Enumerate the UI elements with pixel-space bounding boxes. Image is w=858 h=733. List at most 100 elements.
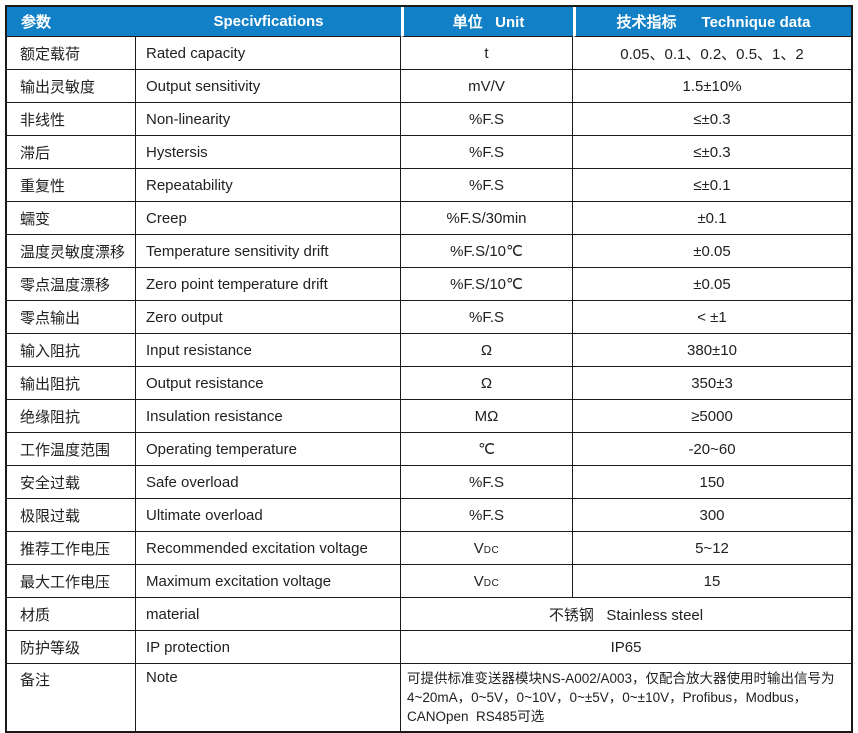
unit-cell: %F.S <box>401 103 573 136</box>
table-row: 滞后 Hystersis %F.S ≤±0.3 <box>7 136 851 169</box>
unit-cell: MΩ <box>401 400 573 433</box>
value-cell: IP65 <box>401 631 851 664</box>
note-line: CANOpen RS485可选 <box>407 709 545 724</box>
param-cell: 材质 <box>7 598 136 631</box>
header-technique-data: 技术指标 Technique data <box>573 7 851 37</box>
param-cell: 输出灵敏度 <box>7 70 136 103</box>
spec-table-header: 参数 Specivfications 单位 Unit 技术指标 Techniqu… <box>7 7 851 37</box>
unit-cell: %F.S <box>401 169 573 202</box>
unit-cell: t <box>401 37 573 70</box>
unit-subscript: DC <box>483 544 500 556</box>
param-cell: 安全过载 <box>7 466 136 499</box>
table-row: 输入阻抗 Input resistance Ω 380±10 <box>7 334 851 367</box>
table-row: 工作温度范围 Operating temperature ℃ -20~60 <box>7 433 851 466</box>
header-unit: 单位 Unit <box>401 7 573 37</box>
spec-cell: Ultimate overload <box>136 499 401 532</box>
value-cell: 150 <box>573 466 851 499</box>
unit-cell: %F.S/10℃ <box>401 235 573 268</box>
param-cell: 蠕变 <box>7 202 136 235</box>
value-cell: 0.05、0.1、0.2、0.5、1、2 <box>573 37 851 70</box>
unit-cell: %F.S/30min <box>401 202 573 235</box>
spec-cell: Zero point temperature drift <box>136 268 401 301</box>
spec-cell: Maximum excitation voltage <box>136 565 401 598</box>
param-cell: 防护等级 <box>7 631 136 664</box>
spec-table-body: 额定载荷 Rated capacity t 0.05、0.1、0.2、0.5、1、2 输… <box>7 37 851 731</box>
param-cell: 极限过载 <box>7 499 136 532</box>
param-cell: 温度灵敏度漂移 <box>7 235 136 268</box>
note-line: 4~20mA，0~5V，0~10V，0~±5V，0~±10V，Profibus，… <box>407 690 808 705</box>
param-cell: 推荐工作电压 <box>7 532 136 565</box>
spec-cell: Output resistance <box>136 367 401 400</box>
table-row: 重复性 Repeatability %F.S ≤±0.1 <box>7 169 851 202</box>
unit-cell: Ω <box>401 334 573 367</box>
unit-cell: mV/V <box>401 70 573 103</box>
spec-cell: Temperature sensitivity drift <box>136 235 401 268</box>
spec-cell: Operating temperature <box>136 433 401 466</box>
param-cell: 输入阻抗 <box>7 334 136 367</box>
param-cell: 绝缘阻抗 <box>7 400 136 433</box>
spec-cell: Safe overload <box>136 466 401 499</box>
table-row: 最大工作电压 Maximum excitation voltage VDC 15 <box>7 565 851 598</box>
spec-cell: Non-linearity <box>136 103 401 136</box>
param-cell: 重复性 <box>7 169 136 202</box>
param-cell: 零点输出 <box>7 301 136 334</box>
param-cell: 工作温度范围 <box>7 433 136 466</box>
table-row: 非线性 Non-linearity %F.S ≤±0.3 <box>7 103 851 136</box>
param-cell: 备注 <box>7 664 136 731</box>
value-cell: 350±3 <box>573 367 851 400</box>
unit-cell: %F.S <box>401 301 573 334</box>
table-row: 输出阻抗 Output resistance Ω 350±3 <box>7 367 851 400</box>
header-param: 参数 <box>7 7 136 37</box>
spec-cell: Note <box>136 664 401 731</box>
unit-cell: %F.S/10℃ <box>401 268 573 301</box>
value-cell: 15 <box>573 565 851 598</box>
value-cell: 5~12 <box>573 532 851 565</box>
header-specifications: Specivfications <box>136 7 401 37</box>
unit-cell: %F.S <box>401 466 573 499</box>
table-row: 零点输出 Zero output %F.S < ±1 <box>7 301 851 334</box>
table-row: 推荐工作电压 Recommended excitation voltage VDC 5… <box>7 532 851 565</box>
unit-cell: %F.S <box>401 499 573 532</box>
spec-cell: Creep <box>136 202 401 235</box>
param-cell: 零点温度漂移 <box>7 268 136 301</box>
spec-cell: material <box>136 598 401 631</box>
table-row: 防护等级 IP protection IP65 <box>7 631 851 664</box>
param-cell: 输出阻抗 <box>7 367 136 400</box>
param-cell: 非线性 <box>7 103 136 136</box>
table-row: 安全过载 Safe overload %F.S 150 <box>7 466 851 499</box>
value-cell: ±0.05 <box>573 268 851 301</box>
value-cell: -20~60 <box>573 433 851 466</box>
table-row: 蠕变 Creep %F.S/30min ±0.1 <box>7 202 851 235</box>
unit-cell: Ω <box>401 367 573 400</box>
spec-sheet-page: 参数 Specivfications 单位 Unit 技术指标 Techniqu… <box>5 5 853 733</box>
table-row: 材质 material 不锈钢 Stainless steel <box>7 598 851 631</box>
spec-cell: Output sensitivity <box>136 70 401 103</box>
table-row: 绝缘阻抗 Insulation resistance MΩ ≥5000 <box>7 400 851 433</box>
table-row: 温度灵敏度漂移 Temperature sensitivity drift %F.S… <box>7 235 851 268</box>
value-cell: ≤±0.1 <box>573 169 851 202</box>
unit-cell: %F.S <box>401 136 573 169</box>
spec-cell: Rated capacity <box>136 37 401 70</box>
spec-cell: IP protection <box>136 631 401 664</box>
value-cell: ≤±0.3 <box>573 103 851 136</box>
value-cell: 1.5±10% <box>573 70 851 103</box>
unit-cell: ℃ <box>401 433 573 466</box>
value-cell: ≥5000 <box>573 400 851 433</box>
note-cell: 可提供标准变送器模块NS-A002/A003，仅配合放大器使用时输出信号为 4~2… <box>401 664 851 731</box>
param-cell: 额定载荷 <box>7 37 136 70</box>
value-cell: 不锈钢 Stainless steel <box>401 598 851 631</box>
param-cell: 滞后 <box>7 136 136 169</box>
note-line: 可提供标准变送器模块NS-A002/A003，仅配合放大器使用时输出信号为 <box>407 671 835 686</box>
unit-subscript: DC <box>483 577 500 589</box>
value-cell: 380±10 <box>573 334 851 367</box>
unit-cell: VDC <box>401 565 573 598</box>
value-cell: 300 <box>573 499 851 532</box>
table-row: 额定载荷 Rated capacity t 0.05、0.1、0.2、0.5、1、2 <box>7 37 851 70</box>
value-cell: ±0.05 <box>573 235 851 268</box>
value-cell: ±0.1 <box>573 202 851 235</box>
spec-cell: Zero output <box>136 301 401 334</box>
spec-cell: Recommended excitation voltage <box>136 532 401 565</box>
param-cell: 最大工作电压 <box>7 565 136 598</box>
spec-cell: Insulation resistance <box>136 400 401 433</box>
value-cell: < ±1 <box>573 301 851 334</box>
